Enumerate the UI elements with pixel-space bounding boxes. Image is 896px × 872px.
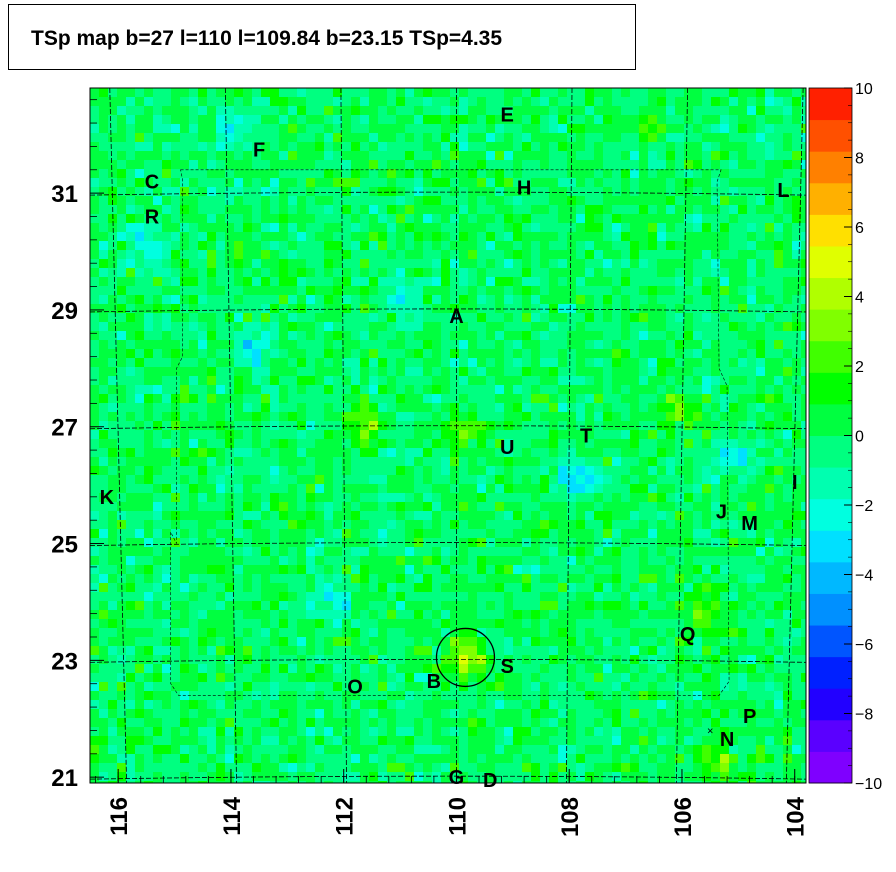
- region-boundary: [170, 169, 730, 696]
- colorbar-segment: [809, 656, 852, 689]
- plot-frame: [89, 87, 807, 784]
- colorbar-segment: [809, 719, 852, 752]
- source-label: C: [145, 171, 159, 193]
- source-label: P: [743, 706, 756, 728]
- source-circle: [435, 627, 496, 688]
- cross-marker: ×: [707, 725, 713, 737]
- y-tick-label: 23: [51, 648, 78, 675]
- source-label: F: [253, 139, 265, 161]
- colorbar-segment: [809, 151, 852, 184]
- source-label: T: [580, 426, 592, 448]
- grid-line: [90, 775, 806, 780]
- grid-line: [90, 425, 806, 430]
- grid-line: [109, 88, 127, 783]
- colorbar-segment: [809, 435, 852, 468]
- y-tick-label: 31: [51, 181, 78, 208]
- colorbar-segment: [809, 340, 852, 373]
- source-label: D: [483, 770, 497, 792]
- colorbar-segment: [809, 309, 852, 342]
- source-label: H: [517, 177, 531, 199]
- colorbar-tick-label: 8: [855, 151, 864, 168]
- source-label: K: [100, 487, 115, 509]
- colorbar-segment: [809, 88, 852, 121]
- chart-title: TSp map b=27 l=110 l=109.84 b=23.15 TSp=…: [31, 27, 503, 50]
- axes-layer: 21 23 25 27 29 31 116 114 112 110 108 106 104: [51, 99, 810, 837]
- source-label: O: [347, 677, 363, 699]
- grid-line: [90, 542, 806, 546]
- source-label: B: [427, 671, 441, 693]
- grid-line: [785, 88, 804, 783]
- grid-line: [566, 88, 573, 783]
- title-box: TSp map b=27 l=110 l=109.84 b=23.15 TSp=…: [8, 4, 636, 70]
- source-label: R: [145, 206, 160, 228]
- colorbar-segment: [809, 593, 852, 626]
- colorbar-segment: [809, 372, 852, 405]
- grid-line: [90, 658, 806, 663]
- colorbar-segment: [809, 625, 852, 658]
- y-tick-label: 25: [51, 532, 78, 559]
- source-label: J: [716, 501, 727, 523]
- source-label: S: [501, 656, 514, 678]
- source-label: Q: [680, 624, 696, 646]
- source-label: N: [720, 729, 734, 751]
- colorbar-segment: [809, 403, 852, 436]
- source-label: E: [501, 104, 514, 126]
- colorbar-tick-label: −2: [855, 498, 873, 515]
- grid-line: [675, 88, 688, 783]
- colorbar-tick-label: 4: [855, 290, 864, 307]
- colorbar-segment: [809, 530, 852, 563]
- colorbar-segment: [809, 119, 852, 152]
- y-tick-label: 29: [51, 298, 78, 325]
- grid-line: [90, 308, 806, 313]
- colorbar-tick-label: −10: [855, 776, 882, 793]
- grid-line: [340, 88, 347, 783]
- grid-line: [90, 191, 806, 196]
- colorbar-tick-label: −4: [855, 568, 873, 585]
- grid-line: [224, 88, 237, 783]
- source-label: L: [777, 180, 789, 202]
- x-tick-label: 110: [444, 797, 471, 836]
- x-tick-label: 104: [783, 796, 810, 837]
- colorbar-segment: [809, 688, 852, 721]
- source-label: M: [741, 513, 758, 535]
- colorbar-tick-label: 2: [855, 359, 864, 376]
- source-label: I: [792, 472, 798, 494]
- colorbar-segment: [809, 214, 852, 247]
- source-label: U: [500, 437, 514, 459]
- colorbar-tick-label: −8: [855, 707, 873, 724]
- colorbar-segment: [809, 751, 852, 784]
- coordinate-grid: [90, 88, 806, 783]
- colorbar-tick-label: 6: [855, 220, 864, 237]
- x-tick-label: 106: [670, 797, 697, 837]
- colorbar-segment: [809, 498, 852, 531]
- colorbar-segment: [809, 467, 852, 500]
- colorbar-tick-label: −6: [855, 637, 873, 654]
- y-tick-label: 21: [51, 765, 78, 792]
- x-tick-label: 116: [106, 797, 133, 836]
- colorbar-tick-label: 10: [855, 81, 873, 98]
- colorbar-segment: [809, 561, 852, 594]
- source-label: A: [449, 306, 463, 328]
- colorbar-segment: [809, 277, 852, 310]
- colorbar: 10 8 6 4 2 0 −2 −4 −6 −8 −10: [808, 81, 882, 793]
- x-tick-label: 112: [332, 797, 359, 836]
- colorbar-tick-label: 0: [855, 429, 864, 446]
- colorbar-segment: [809, 245, 852, 279]
- x-tick-label: 108: [557, 797, 584, 837]
- x-tick-label: 114: [219, 796, 246, 835]
- y-tick-label: 27: [51, 415, 78, 442]
- colorbar-segment: [809, 182, 852, 215]
